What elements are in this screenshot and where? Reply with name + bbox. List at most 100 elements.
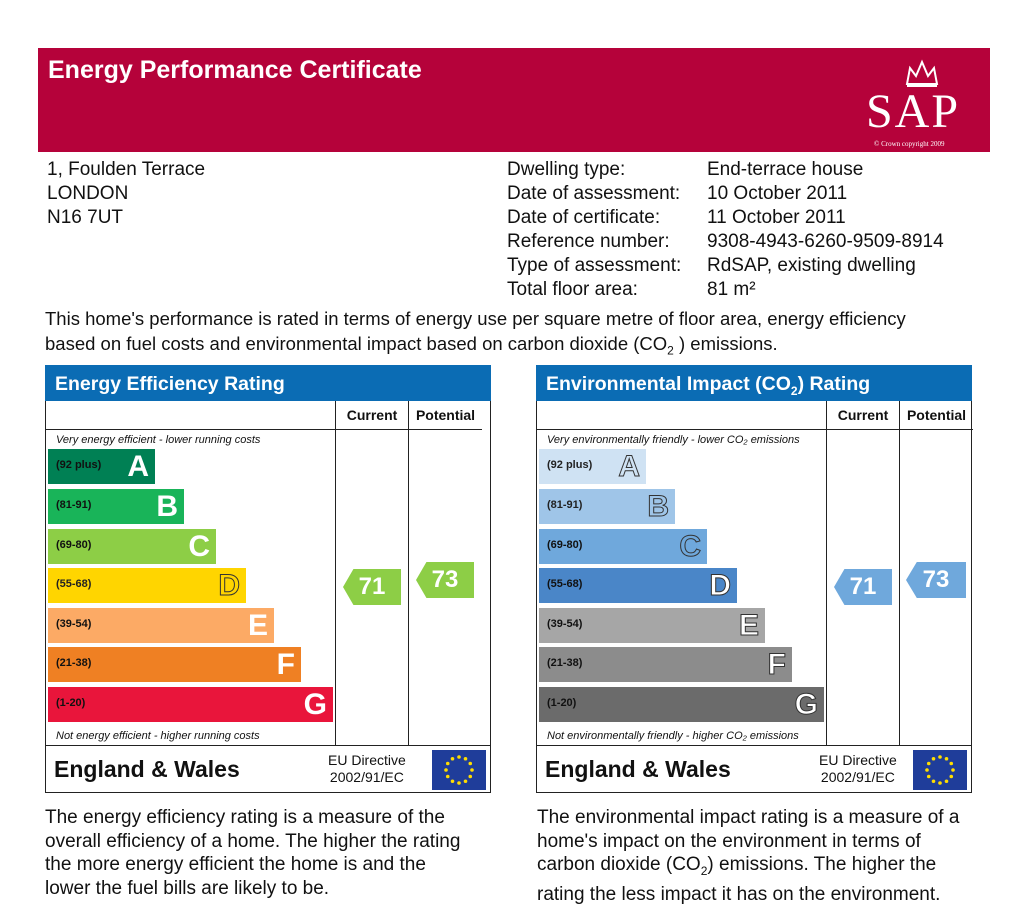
band-letter: E xyxy=(738,609,759,643)
eu-star xyxy=(468,761,473,766)
detail-label: Reference number: xyxy=(507,231,670,252)
eu-star xyxy=(944,756,949,761)
band-letter: F xyxy=(276,648,295,681)
band-letter: A xyxy=(127,450,149,483)
detail-label: Dwelling type: xyxy=(507,159,626,180)
eu-star xyxy=(944,779,949,784)
band-range: (39-54) xyxy=(56,618,92,630)
panel-footer: England & Wales EU Directive 2002/91/EC xyxy=(46,745,490,792)
address-line: 1, Foulden Terrace xyxy=(47,159,206,180)
eu-directive: EU Directive 2002/91/EC xyxy=(819,752,897,786)
eu-directive-line: 2002/91/EC xyxy=(329,769,404,785)
panel-title-part: ) Rating xyxy=(797,373,871,395)
address-line: N16 7UT xyxy=(47,207,124,228)
detail-label: Date of assessment: xyxy=(507,183,681,204)
crown-icon xyxy=(905,59,939,87)
certificate-details: Dwelling type: End-terrace house Date of … xyxy=(507,158,944,302)
band-range: (1-20) xyxy=(547,697,577,709)
band-range: (1-20) xyxy=(56,697,86,709)
column-divider xyxy=(408,429,409,745)
band-letter: B xyxy=(647,490,670,524)
panel-footer: England & Wales EU Directive 2002/91/EC xyxy=(537,745,971,792)
intro-line: based on fuel costs and environmental im… xyxy=(45,331,945,364)
eu-star xyxy=(470,768,474,772)
eu-directive-line: EU Directive xyxy=(819,752,897,768)
potential-column-header: Potential xyxy=(408,401,482,430)
eu-star xyxy=(445,774,450,779)
band-range: (39-54) xyxy=(547,618,583,630)
detail-row: Type of assessment: RdSAP, existing dwell… xyxy=(507,254,944,278)
top-scale-label: Very environmentally friendly - lower CO… xyxy=(547,434,800,446)
potential-rating-arrow: 73 xyxy=(906,562,966,598)
rating-band-b: (81-91) B xyxy=(539,489,675,524)
address-line: LONDON xyxy=(47,183,129,204)
eu-directive-line: EU Directive xyxy=(328,752,406,768)
eu-star xyxy=(949,761,954,766)
detail-value: 11 October 2011 xyxy=(707,207,846,228)
rating-band-d: (55-68) D xyxy=(48,568,246,603)
eu-directive-line: 2002/91/EC xyxy=(820,769,895,785)
page-title: Energy Performance Certificate xyxy=(48,56,422,84)
eu-star xyxy=(931,756,936,761)
eu-star xyxy=(450,756,455,761)
band-letter: G xyxy=(303,688,327,721)
detail-row: Reference number: 9308-4943-6260-9509-891… xyxy=(507,230,944,254)
band-letter: D xyxy=(709,569,732,603)
detail-label: Type of assessment: xyxy=(507,255,682,276)
current-rating-arrow: 71 xyxy=(834,569,892,605)
rating-band-c: (69-80) C xyxy=(539,529,707,564)
description-line: the more energy efficient the home is an… xyxy=(45,854,426,875)
detail-label: Total floor area: xyxy=(507,279,638,300)
intro-text-part: ) emissions. xyxy=(679,333,778,354)
bottom-scale-label: Not environmentally friendly - higher CO… xyxy=(547,730,799,742)
eu-stars-icon xyxy=(925,755,955,785)
rating-grid: Current Potential Very energy efficient … xyxy=(45,401,491,793)
band-letter: G xyxy=(794,688,818,722)
eu-star xyxy=(926,774,931,779)
band-range: (55-68) xyxy=(547,578,583,590)
current-column-header: Current xyxy=(335,401,408,430)
rating-band-a: (92 plus) A xyxy=(539,449,646,484)
band-range: (92 plus) xyxy=(56,459,102,471)
eu-star xyxy=(450,779,455,784)
rating-band-a: (92 plus) A xyxy=(48,449,155,484)
detail-value: 9308-4943-6260-9509-8914 xyxy=(707,231,944,252)
detail-row: Date of certificate: 11 October 2011 xyxy=(507,206,944,230)
panel-title: Environmental Impact (CO2) Rating xyxy=(536,365,972,401)
energy-efficiency-panel: Energy Efficiency Rating Current Potenti… xyxy=(45,365,491,793)
detail-value: End-terrace house xyxy=(707,159,864,180)
column-divider xyxy=(335,429,336,745)
rating-band-b: (81-91) B xyxy=(48,489,184,524)
header-divider xyxy=(537,401,826,430)
eu-star xyxy=(925,768,929,772)
potential-rating-arrow: 73 xyxy=(416,562,474,598)
description-line: home's impact on the environment in term… xyxy=(537,830,921,852)
subscript: 2 xyxy=(790,383,798,398)
detail-row: Total floor area: 81 m² xyxy=(507,278,944,302)
detail-row: Dwelling type: End-terrace house xyxy=(507,158,944,182)
subscript: 2 xyxy=(700,863,708,878)
band-letter: C xyxy=(188,530,210,563)
band-range: (69-80) xyxy=(547,539,583,551)
detail-value: 10 October 2011 xyxy=(707,183,848,204)
country-label: England & Wales xyxy=(54,756,240,782)
description-line: carbon dioxide (CO2) emissions. The high… xyxy=(537,853,959,883)
eu-star xyxy=(938,755,942,759)
bottom-scale-label: Not energy efficient - higher running co… xyxy=(56,730,260,742)
eu-star xyxy=(931,779,936,784)
top-scale-label: Very energy efficient - lower running co… xyxy=(56,434,261,446)
band-range: (21-38) xyxy=(547,657,583,669)
description-line: lower the fuel bills are likely to be. xyxy=(45,877,330,899)
environmental-impact-panel: Environmental Impact (CO2) Rating Curren… xyxy=(536,365,973,793)
header-divider xyxy=(46,401,335,430)
detail-value: RdSAP, existing dwelling xyxy=(707,255,916,276)
description-part: carbon dioxide (CO xyxy=(537,854,701,875)
description-line: rating the less impact it has on the env… xyxy=(537,884,941,906)
eu-star xyxy=(445,761,450,766)
panel-title-part: Environmental Impact (CO xyxy=(546,373,791,395)
band-range: (69-80) xyxy=(56,539,92,551)
country-label: England & Wales xyxy=(545,756,731,782)
description-line: The energy efficiency rating is a measur… xyxy=(45,807,445,828)
band-range: (55-68) xyxy=(56,578,92,590)
band-letter: A xyxy=(618,450,641,484)
